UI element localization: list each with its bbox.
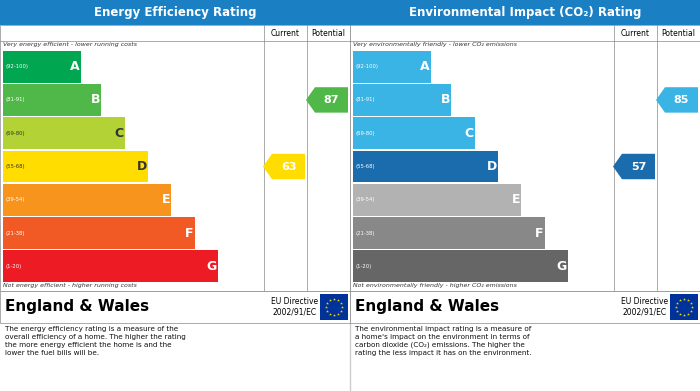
Text: (55-68): (55-68) xyxy=(5,164,24,169)
Bar xyxy=(0,25,350,291)
Text: Not energy efficient - higher running costs: Not energy efficient - higher running co… xyxy=(3,283,137,288)
Text: G: G xyxy=(556,260,567,273)
Bar xyxy=(353,117,475,149)
Text: (92-100): (92-100) xyxy=(355,64,378,69)
Text: (81-91): (81-91) xyxy=(5,97,24,102)
Text: Current: Current xyxy=(271,29,300,38)
Text: B: B xyxy=(441,93,450,106)
Bar xyxy=(350,25,700,291)
Bar xyxy=(3,184,172,216)
Text: (21-38): (21-38) xyxy=(5,231,24,235)
Bar xyxy=(3,217,195,249)
Text: (55-68): (55-68) xyxy=(355,164,374,169)
Text: England & Wales: England & Wales xyxy=(5,300,149,314)
Text: E: E xyxy=(512,193,520,206)
Polygon shape xyxy=(263,154,305,179)
Text: D: D xyxy=(486,160,497,173)
Text: Potential: Potential xyxy=(312,29,346,38)
Text: EU Directive
2002/91/EC: EU Directive 2002/91/EC xyxy=(271,297,318,317)
Polygon shape xyxy=(656,87,698,113)
Bar xyxy=(350,0,700,25)
Bar xyxy=(3,51,80,83)
Text: EU Directive
2002/91/EC: EU Directive 2002/91/EC xyxy=(621,297,668,317)
Text: (1-20): (1-20) xyxy=(5,264,21,269)
Text: D: D xyxy=(136,160,147,173)
Text: C: C xyxy=(115,127,124,140)
Bar xyxy=(353,84,452,116)
Text: Environmental Impact (CO₂) Rating: Environmental Impact (CO₂) Rating xyxy=(409,6,641,19)
Text: E: E xyxy=(162,193,170,206)
Bar xyxy=(3,151,148,182)
Bar xyxy=(353,51,430,83)
Text: Energy Efficiency Rating: Energy Efficiency Rating xyxy=(94,6,256,19)
Text: 85: 85 xyxy=(674,95,690,105)
Text: 87: 87 xyxy=(323,95,340,105)
Text: Current: Current xyxy=(621,29,650,38)
Text: Very energy efficient - lower running costs: Very energy efficient - lower running co… xyxy=(3,42,137,47)
Bar xyxy=(3,251,218,282)
Text: C: C xyxy=(465,127,474,140)
Text: A: A xyxy=(420,60,430,73)
Bar xyxy=(3,117,125,149)
Bar xyxy=(0,0,350,25)
Text: 63: 63 xyxy=(281,161,296,172)
Text: G: G xyxy=(206,260,217,273)
Text: B: B xyxy=(91,93,100,106)
Text: The energy efficiency rating is a measure of the
overall efficiency of a home. T: The energy efficiency rating is a measur… xyxy=(5,326,186,356)
Bar xyxy=(0,291,350,323)
Text: (69-80): (69-80) xyxy=(5,131,24,136)
Text: (21-38): (21-38) xyxy=(355,231,374,235)
Text: A: A xyxy=(70,60,80,73)
Bar xyxy=(320,294,348,320)
Text: Not environmentally friendly - higher CO₂ emissions: Not environmentally friendly - higher CO… xyxy=(353,283,517,288)
Text: Potential: Potential xyxy=(662,29,696,38)
Text: F: F xyxy=(536,226,544,240)
Text: 57: 57 xyxy=(631,161,646,172)
Text: (39-54): (39-54) xyxy=(355,197,374,202)
Text: (69-80): (69-80) xyxy=(355,131,374,136)
Text: (81-91): (81-91) xyxy=(355,97,374,102)
Text: F: F xyxy=(186,226,194,240)
Bar xyxy=(353,151,498,182)
Bar xyxy=(353,184,522,216)
Text: The environmental impact rating is a measure of
a home's impact on the environme: The environmental impact rating is a mea… xyxy=(355,326,531,357)
Text: England & Wales: England & Wales xyxy=(355,300,499,314)
Bar xyxy=(350,291,700,323)
Text: (39-54): (39-54) xyxy=(5,197,24,202)
Polygon shape xyxy=(613,154,655,179)
Bar xyxy=(353,251,568,282)
Bar xyxy=(3,84,101,116)
Polygon shape xyxy=(306,87,348,113)
Bar xyxy=(670,294,698,320)
Text: (1-20): (1-20) xyxy=(355,264,371,269)
Text: Very environmentally friendly - lower CO₂ emissions: Very environmentally friendly - lower CO… xyxy=(353,42,517,47)
Bar xyxy=(353,217,545,249)
Text: (92-100): (92-100) xyxy=(5,64,28,69)
